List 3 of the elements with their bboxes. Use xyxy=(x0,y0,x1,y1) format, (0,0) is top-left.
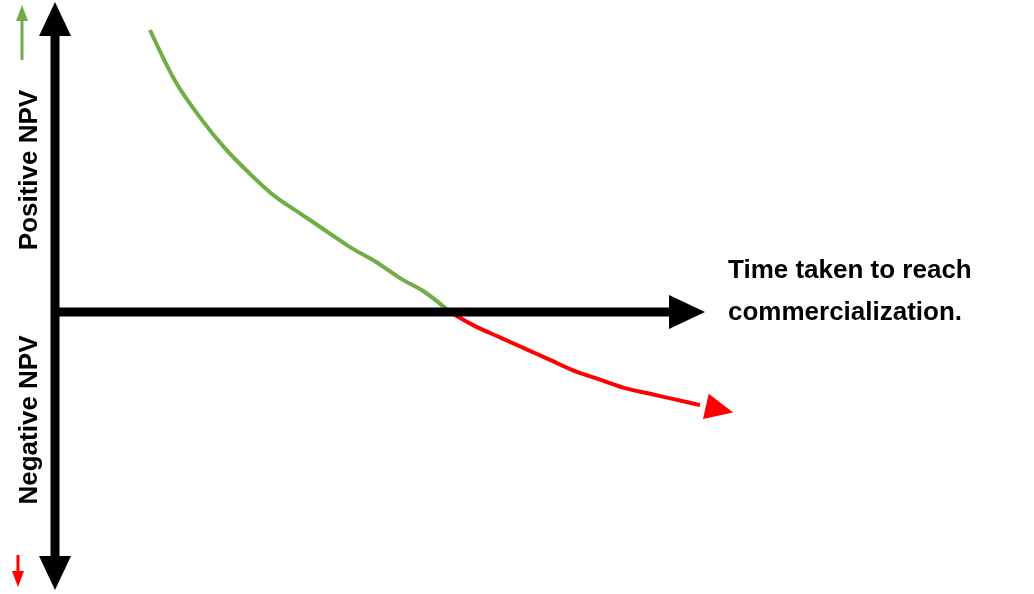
x-axis-title: Time taken to reach commercialization. xyxy=(728,253,973,328)
annotation: Positive NPV xyxy=(13,89,43,251)
annotation: Negative NPV xyxy=(13,334,43,505)
